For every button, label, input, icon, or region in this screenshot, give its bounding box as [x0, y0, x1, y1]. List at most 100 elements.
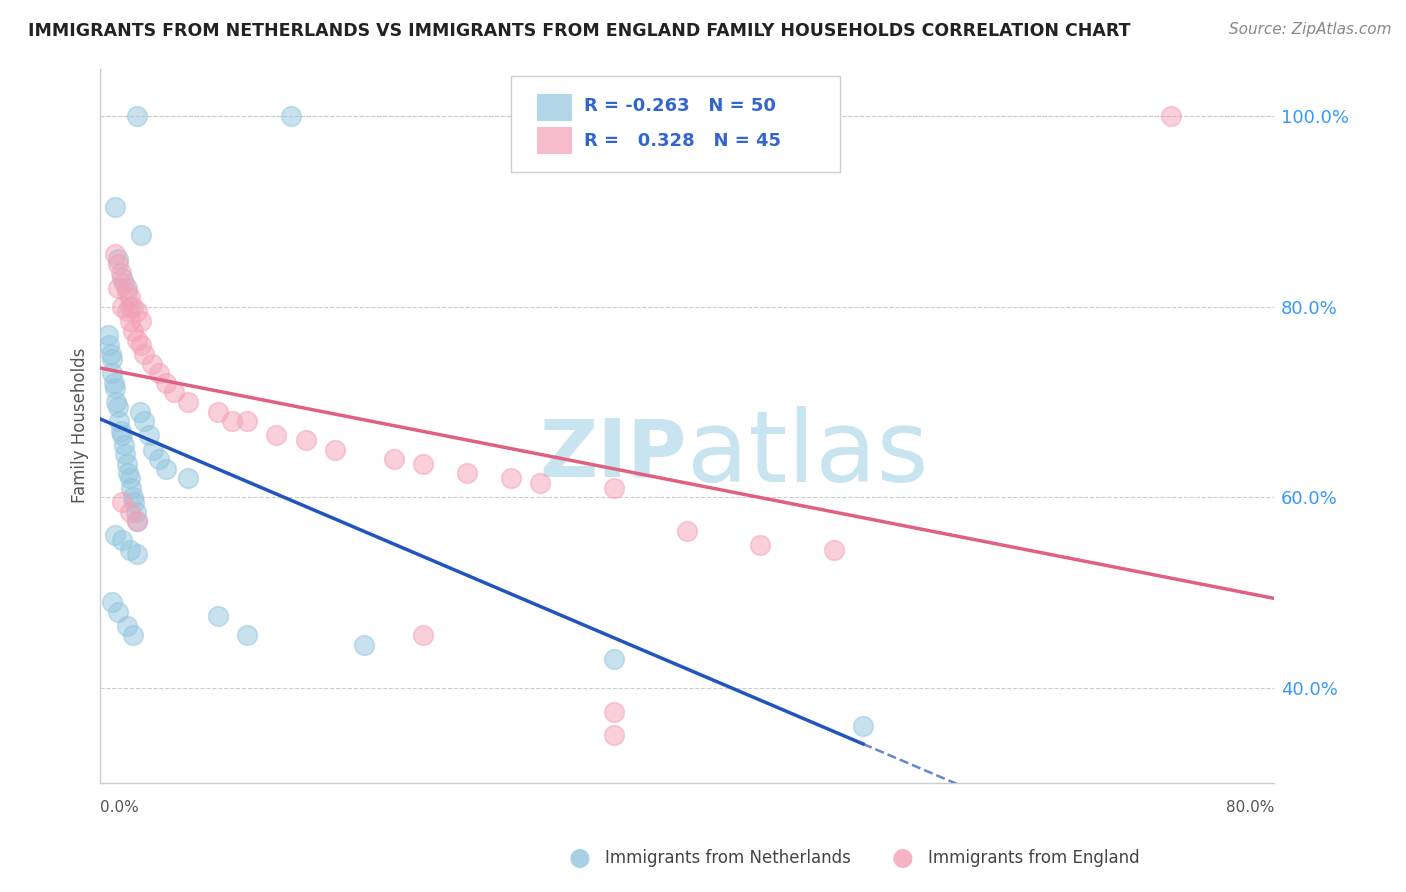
- Point: [118, 314, 141, 328]
- Text: ●: ●: [568, 847, 591, 870]
- Point: [749, 538, 772, 552]
- Point: [236, 414, 259, 428]
- Point: [121, 628, 143, 642]
- Point: [107, 280, 129, 294]
- Text: Source: ZipAtlas.com: Source: ZipAtlas.com: [1229, 22, 1392, 37]
- Text: 80.0%: 80.0%: [1226, 800, 1274, 815]
- Point: [125, 514, 148, 528]
- Point: [118, 542, 141, 557]
- Point: [118, 471, 141, 485]
- Point: [207, 404, 229, 418]
- Point: [294, 433, 316, 447]
- Point: [107, 400, 129, 414]
- Point: [115, 285, 138, 300]
- Point: [155, 461, 177, 475]
- Point: [134, 347, 156, 361]
- Point: [131, 314, 153, 328]
- Point: [823, 542, 845, 557]
- Point: [131, 228, 153, 243]
- Point: [177, 471, 200, 485]
- Point: [177, 395, 200, 409]
- Point: [131, 338, 153, 352]
- Point: [111, 428, 134, 442]
- Point: [122, 495, 145, 509]
- Point: [104, 528, 127, 542]
- Point: [125, 109, 148, 123]
- Point: [104, 200, 127, 214]
- Point: [125, 548, 148, 562]
- Point: [110, 424, 132, 438]
- Point: [98, 338, 121, 352]
- Point: [125, 333, 148, 347]
- Text: Immigrants from Netherlands: Immigrants from Netherlands: [605, 849, 851, 867]
- Point: [280, 109, 302, 123]
- Point: [118, 504, 141, 518]
- Point: [101, 367, 124, 381]
- Point: [456, 467, 478, 481]
- Point: [112, 438, 135, 452]
- Point: [100, 347, 122, 361]
- Point: [125, 304, 148, 318]
- Point: [111, 271, 134, 285]
- Point: [236, 628, 259, 642]
- Point: [134, 414, 156, 428]
- Point: [107, 252, 129, 266]
- Point: [603, 481, 626, 495]
- Point: [104, 247, 127, 261]
- Text: IMMIGRANTS FROM NETHERLANDS VS IMMIGRANTS FROM ENGLAND FAMILY HOUSEHOLDS CORRELA: IMMIGRANTS FROM NETHERLANDS VS IMMIGRANT…: [28, 22, 1130, 40]
- Point: [221, 414, 243, 428]
- Point: [124, 504, 146, 518]
- Point: [111, 495, 134, 509]
- Point: [529, 475, 551, 490]
- Point: [107, 257, 129, 271]
- Text: atlas: atlas: [688, 406, 929, 503]
- Point: [142, 442, 165, 457]
- FancyBboxPatch shape: [537, 128, 572, 154]
- FancyBboxPatch shape: [512, 76, 839, 172]
- Point: [101, 352, 124, 367]
- Text: ●: ●: [891, 847, 914, 870]
- Point: [676, 524, 699, 538]
- Point: [121, 300, 143, 314]
- Point: [117, 467, 139, 481]
- Point: [603, 728, 626, 742]
- Text: ZIP: ZIP: [540, 416, 688, 493]
- Point: [163, 385, 186, 400]
- Point: [111, 300, 134, 314]
- Point: [104, 381, 127, 395]
- FancyBboxPatch shape: [537, 94, 572, 120]
- Point: [1160, 109, 1182, 123]
- Point: [114, 447, 136, 461]
- Point: [120, 481, 142, 495]
- Text: 0.0%: 0.0%: [100, 800, 139, 815]
- Point: [101, 595, 124, 609]
- Point: [121, 490, 143, 504]
- Point: [155, 376, 177, 390]
- Point: [115, 280, 138, 294]
- Point: [110, 266, 132, 280]
- Point: [97, 328, 120, 343]
- Point: [129, 404, 152, 418]
- Point: [115, 457, 138, 471]
- Point: [382, 452, 405, 467]
- Point: [501, 471, 523, 485]
- Text: R =   0.328   N = 45: R = 0.328 N = 45: [583, 132, 780, 150]
- Point: [323, 442, 346, 457]
- Point: [603, 705, 626, 719]
- Point: [207, 609, 229, 624]
- Point: [112, 276, 135, 290]
- Point: [412, 457, 434, 471]
- Point: [603, 652, 626, 666]
- Point: [115, 619, 138, 633]
- Point: [111, 533, 134, 548]
- Point: [412, 628, 434, 642]
- Point: [148, 367, 170, 381]
- Point: [141, 357, 163, 371]
- Point: [107, 605, 129, 619]
- Point: [118, 290, 141, 304]
- Point: [138, 428, 160, 442]
- Point: [148, 452, 170, 467]
- Point: [118, 300, 141, 314]
- Text: Immigrants from England: Immigrants from England: [928, 849, 1140, 867]
- Point: [266, 428, 288, 442]
